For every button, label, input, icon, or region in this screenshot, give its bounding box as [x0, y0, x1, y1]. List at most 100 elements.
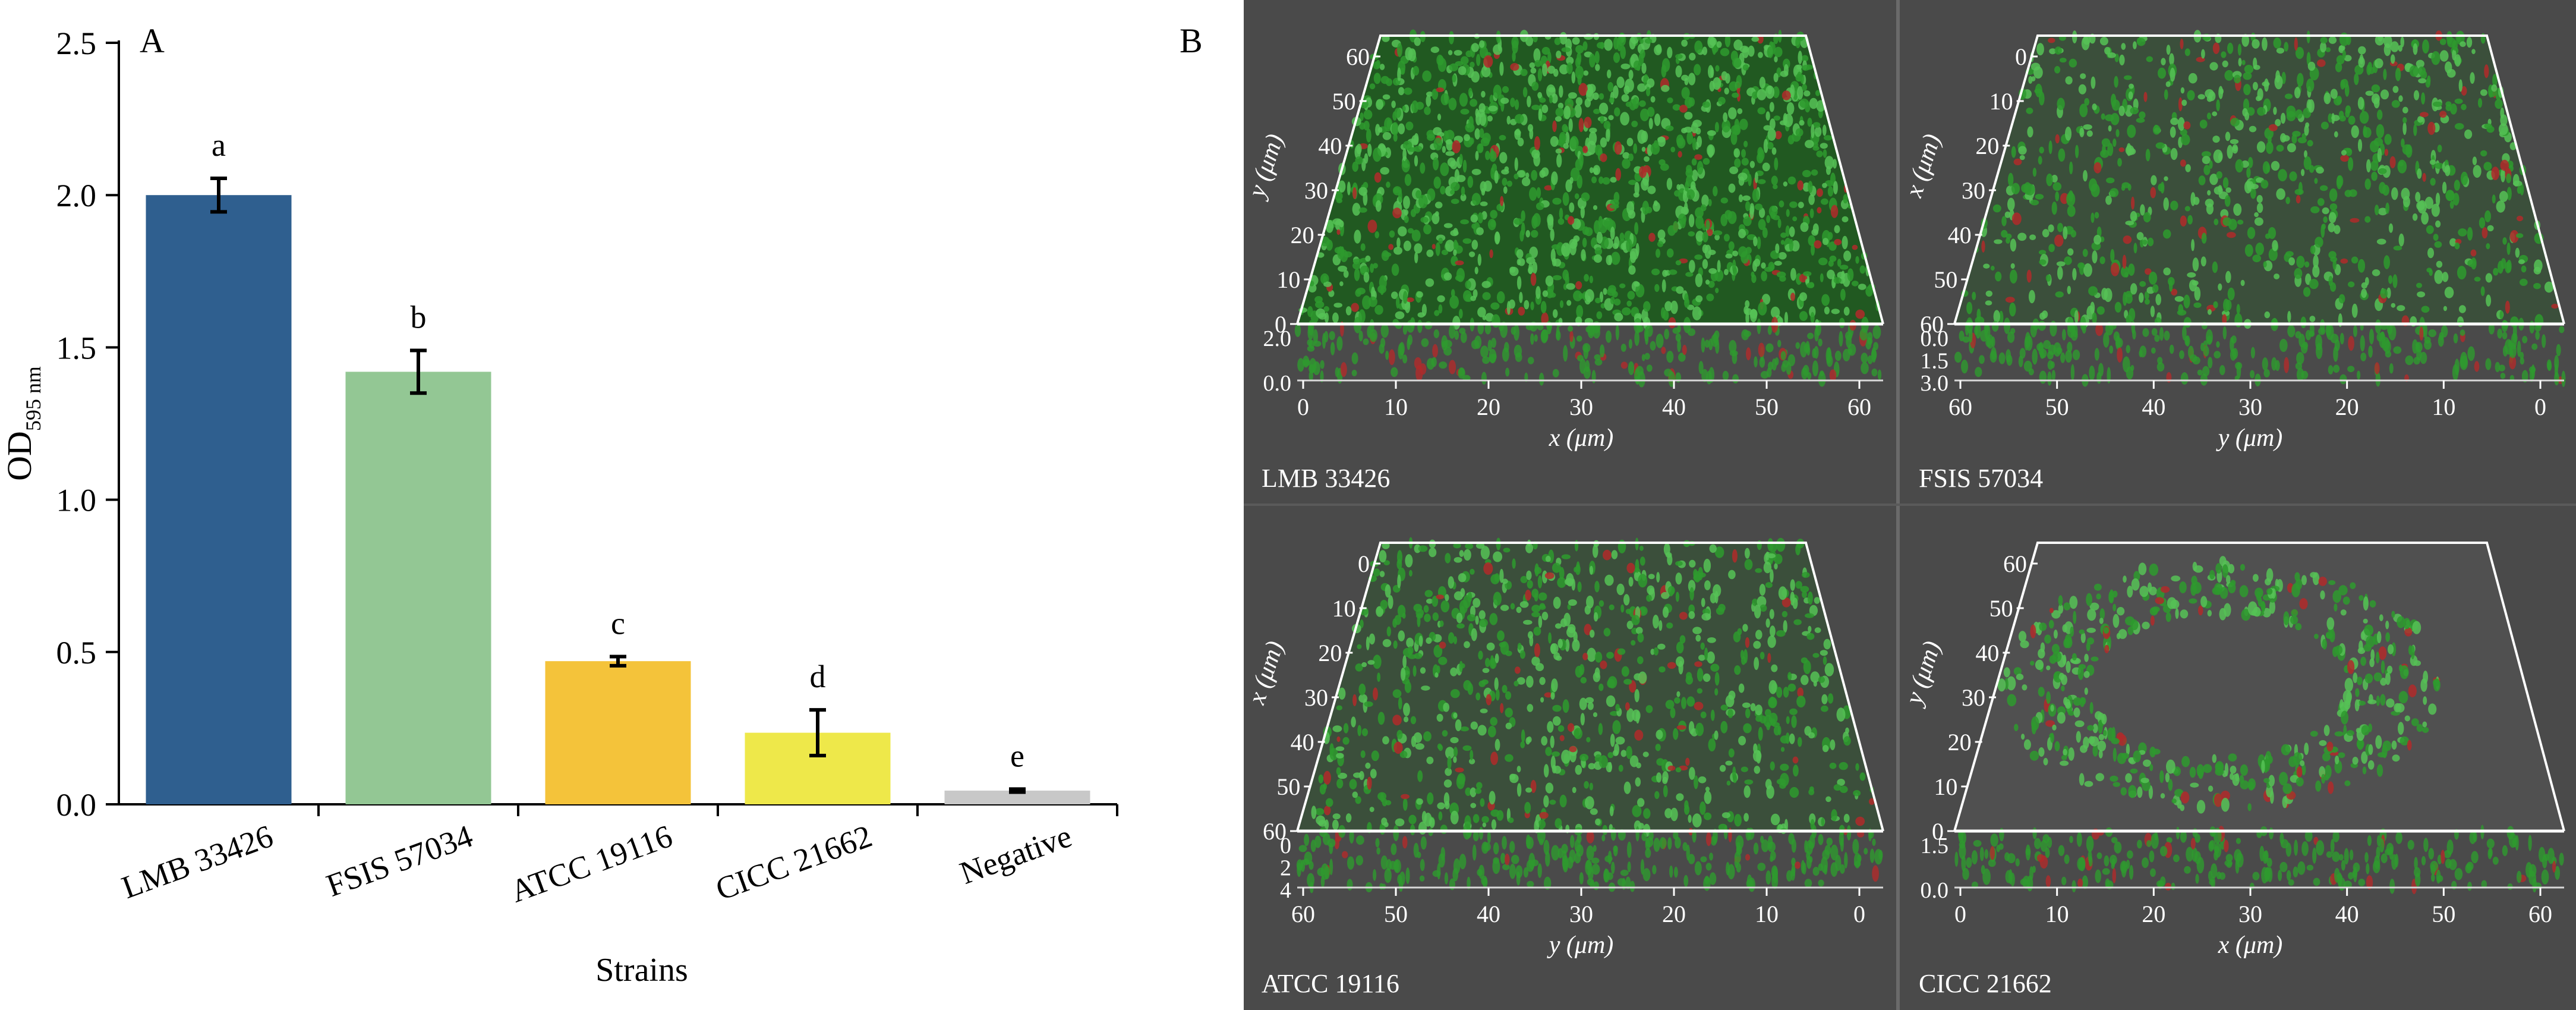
y-tick-label: 2.0 [56, 178, 97, 213]
horizontal-tick-label: 40 [1477, 901, 1500, 927]
vertical-tick-label: 50 [1276, 773, 1300, 800]
horizontal-tick-label: 30 [2238, 901, 2262, 927]
strain-label: ATCC 19116 [1262, 969, 1399, 998]
strain-label: CICC 21662 [1919, 969, 2052, 998]
vertical-tick-label: 10 [1332, 595, 1356, 622]
vertical-tick-label: 40 [1318, 133, 1342, 159]
box-edge [1296, 542, 1884, 832]
horizontal-tick-label: 40 [1662, 394, 1686, 420]
horizontal-tick-label: 30 [1569, 901, 1593, 927]
horizontal-tick-label: 60 [1847, 394, 1871, 420]
significance-letter: a [212, 127, 226, 163]
vertical-axis-label: x (μm) [1901, 131, 1946, 201]
depth-tick-label: 2.0 [1263, 326, 1292, 351]
significance-letter: e [1010, 738, 1024, 773]
strain-label: FSIS 57034 [1919, 464, 2044, 493]
depth-tick-label: 0.0 [1921, 326, 1949, 351]
significance-letter: b [411, 300, 427, 335]
strain-label: LMB 33426 [1262, 464, 1391, 493]
bar [545, 661, 691, 804]
micrograph-2: 0 10 20 30 40 50 60 x (μm) 0.0 1.5 3.0 60 50 40 30 20 10… [1901, 0, 2576, 505]
box-edge [1953, 542, 2565, 832]
y-tick-label: 1.0 [56, 483, 97, 518]
horizontal-tick-label: 50 [1384, 901, 1408, 927]
panel-dividers [1244, 0, 2576, 1010]
horizontal-tick-label: 20 [2142, 901, 2165, 927]
horizontal-tick-label: 60 [1291, 901, 1315, 927]
vertical-tick-label: 40 [1291, 729, 1314, 756]
category-label: Negative [955, 818, 1076, 891]
vertical-tick-label: 20 [1975, 133, 1999, 159]
vertical-tick-label: 50 [1332, 88, 1356, 115]
horizontal-tick-label: 20 [1477, 394, 1500, 420]
depth-tick-label: 0 [1280, 833, 1291, 858]
horizontal-tick-label: 0 [1853, 901, 1865, 927]
vertical-tick-label: 60 [1346, 43, 1370, 70]
horizontal-tick-label: 10 [2045, 901, 2069, 927]
depth-tick-label: 0.0 [1921, 878, 1949, 903]
vertical-tick-label: 40 [1975, 640, 1999, 666]
horizontal-tick-label: 60 [2528, 901, 2552, 927]
x-axis-label: Strains [595, 952, 688, 989]
vertical-tick-label: 50 [1989, 595, 2013, 622]
bar [345, 372, 491, 804]
vertical-tick-label: 60 [1920, 311, 1944, 338]
vertical-tick-label: 50 [1934, 266, 1957, 293]
horizontal-tick-label: 60 [1948, 394, 1972, 420]
y-axis-label: OD595 nm [0, 366, 45, 481]
horizontal-tick-label: 0 [1954, 901, 1966, 927]
horizontal-tick-label: 40 [2142, 394, 2165, 420]
micrograph-panel: 60 50 40 30 20 10 0 y (μm) 2.0 0.0 0 10 20 30 40 50 60 x … [1244, 0, 2576, 1010]
micrograph-1: 60 50 40 30 20 10 0 y (μm) 2.0 0.0 0 10 20 30 40 50 60 x … [1244, 0, 1895, 505]
significance-letter: c [611, 605, 625, 641]
depth-tick-label: 1.5 [1921, 349, 1949, 374]
horizontal-tick-label: 20 [2335, 394, 2359, 420]
vertical-tick-label: 40 [1948, 222, 1972, 248]
vertical-axis-label: y (μm) [1244, 131, 1289, 203]
depth-tick-label: 0.0 [1263, 371, 1292, 396]
vertical-tick-label: 10 [1934, 773, 1957, 800]
vertical-tick-label: 20 [1291, 222, 1314, 248]
vertical-tick-label: 0 [1932, 818, 1944, 845]
vertical-tick-label: 60 [2003, 550, 2027, 577]
y-tick-label: 0.5 [56, 635, 97, 671]
horizontal-tick-label: 0 [2534, 394, 2546, 420]
bar [944, 790, 1090, 804]
horizontal-axis-label: y (μm) [2216, 424, 2283, 452]
vertical-tick-label: 0 [1358, 550, 1370, 577]
significance-letter: d [810, 659, 826, 694]
vertical-tick-label: 20 [1318, 640, 1342, 666]
horizontal-tick-label: 50 [2045, 394, 2069, 420]
bar-chart: 0.0 0.5 1.0 1.5 2.0 2.5 OD595 nm a LMB 33426 b FSI… [0, 26, 1118, 989]
horizontal-axis-label: x (μm) [2218, 932, 2283, 959]
vertical-tick-label: 30 [1962, 177, 1985, 204]
depth-tick-label: 4 [1280, 878, 1291, 903]
box-edge [1296, 34, 1884, 325]
vertical-axis-label: y (μm) [1901, 638, 1946, 710]
y-tick-label: 1.5 [56, 330, 97, 366]
panel-a-label: A [140, 21, 165, 60]
horizontal-tick-label: 20 [1662, 901, 1686, 927]
biofilm-surface [1954, 543, 2564, 831]
vertical-tick-label: 60 [1263, 818, 1287, 845]
vertical-tick-label: 30 [1962, 684, 1985, 711]
y-tick-label: 0.0 [56, 787, 97, 823]
micrograph-3: 0 10 20 30 40 50 60 x (μm) 0 2 4 60 50 40 30 20 10 0 y (μm… [1244, 507, 1895, 1010]
vertical-tick-label: 30 [1304, 177, 1328, 204]
bar [146, 195, 292, 805]
category-label: CICC 21662 [711, 818, 877, 907]
horizontal-tick-label: 30 [1569, 394, 1593, 420]
category-label: LMB 33426 [117, 818, 278, 905]
vertical-tick-label: 10 [1989, 88, 2013, 115]
vertical-tick-label: 20 [1948, 729, 1972, 756]
horizontal-tick-label: 30 [2238, 394, 2262, 420]
panel-b-label: B [1180, 21, 1203, 60]
horizontal-tick-label: 50 [1755, 394, 1779, 420]
category-label: ATCC 19116 [506, 818, 677, 910]
depth-tick-label: 1.5 [1921, 833, 1949, 858]
vertical-tick-label: 30 [1304, 684, 1328, 711]
